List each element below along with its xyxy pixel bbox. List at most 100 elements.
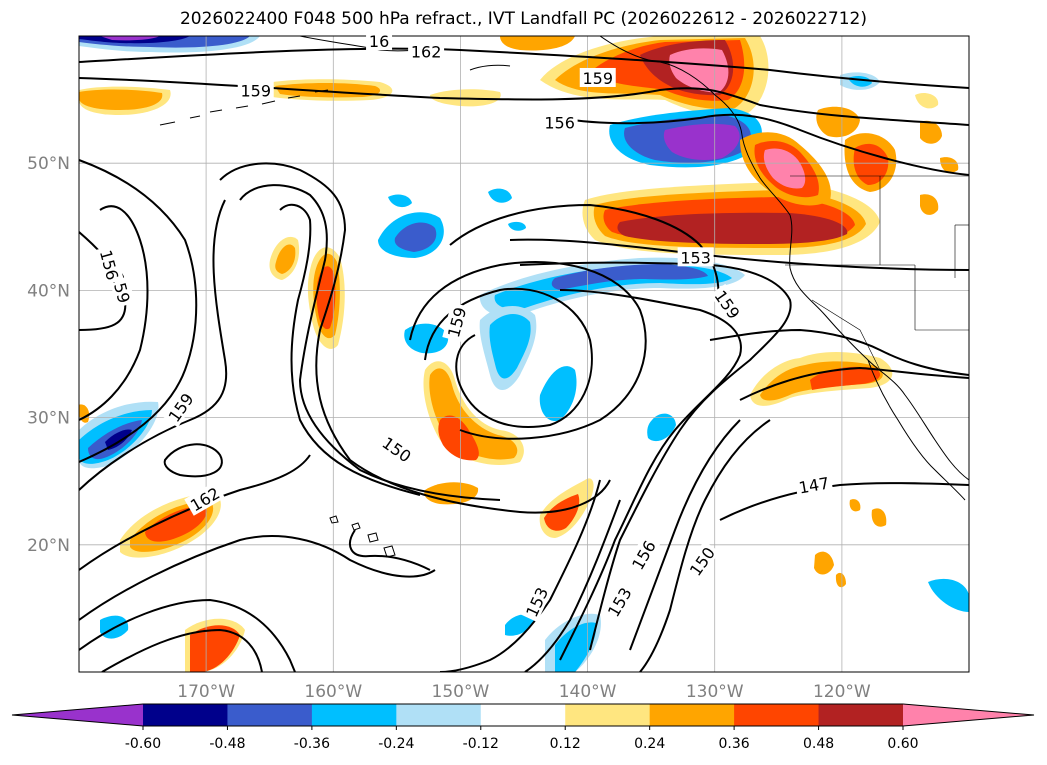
longitude-label: 150°W	[432, 682, 490, 702]
shading-region	[555, 622, 597, 672]
colorbar-segment	[311, 704, 397, 726]
colorbar-tick-label: 0.36	[719, 736, 750, 752]
contour-label-background	[184, 481, 225, 516]
contour-label-background	[579, 67, 616, 87]
shading-region	[394, 222, 437, 252]
colorbar-segment	[903, 704, 1034, 726]
contour-label: 162	[408, 41, 445, 61]
colorbar-tick-label: -0.24	[378, 736, 414, 752]
colorbar-tick-label: 0.60	[887, 736, 918, 752]
shading-region	[145, 505, 207, 542]
shading-region	[275, 244, 296, 274]
shading-region	[404, 323, 449, 354]
contour-label-text: 159	[240, 82, 271, 101]
contour-label-background	[442, 302, 470, 342]
shading-region	[488, 188, 512, 203]
contour-label-background	[408, 41, 445, 61]
contour-label-text: 156	[544, 113, 575, 132]
colorbar-tick-label: -0.12	[463, 736, 499, 752]
contour-label-background	[376, 430, 418, 468]
contour-label-background	[709, 283, 746, 325]
shading-region	[669, 48, 729, 93]
contour-line	[709, 328, 969, 376]
shading-region	[647, 413, 676, 442]
shading-region	[505, 614, 535, 636]
shading-region	[544, 494, 580, 531]
longitude-labels: 170°W 160°W 150°W 140°W 130°W 120°W	[177, 682, 871, 702]
shading-region	[871, 508, 887, 527]
contour-line	[279, 203, 421, 496]
colorbar-segment	[649, 704, 735, 726]
contour-line	[79, 47, 969, 89]
contour-line	[79, 598, 296, 672]
contour-line	[424, 287, 593, 428]
latitude-label: 20°N	[27, 536, 70, 556]
contour-line	[79, 535, 436, 621]
contour-line	[349, 529, 431, 571]
contour-line	[219, 162, 611, 514]
colorbar-segment	[396, 704, 482, 726]
shading-region	[763, 148, 806, 189]
shading-region	[814, 551, 834, 575]
colorbar-segment	[565, 704, 651, 726]
shading-region	[617, 212, 848, 244]
contour-label: 159	[237, 80, 274, 101]
coastline-north-america	[599, 36, 969, 481]
colorbar: -0.60 -0.48 -0.36 -0.24 -0.12 0.12 0.24 0.36 0.4…	[11, 703, 1035, 752]
map-title: 2026022400 F048 500 hPa refract., IVT La…	[179, 9, 867, 29]
contour-label-text: 162	[411, 42, 442, 61]
colorbar-segment	[818, 704, 904, 726]
longitude-label: 120°W	[813, 682, 871, 702]
shading-region	[940, 157, 959, 173]
contour-line	[509, 238, 969, 271]
contour-label-background	[625, 534, 661, 576]
longitude-label: 130°W	[686, 682, 744, 702]
shading-region	[663, 123, 740, 160]
longitude-label: 170°W	[177, 682, 235, 702]
shading-region	[100, 36, 160, 41]
shading-region	[489, 314, 531, 379]
contour-line	[101, 628, 263, 672]
coastlines	[159, 36, 969, 558]
colorbar-tick-label: 0.24	[634, 736, 665, 752]
contour-label-background	[162, 386, 199, 428]
contour-line	[79, 159, 198, 463]
contour-label: 159	[442, 302, 470, 342]
shading-region	[190, 625, 240, 672]
contour-label: 16	[366, 31, 393, 51]
contour-label-background	[541, 112, 578, 132]
contour-label-text: 16	[369, 32, 389, 51]
contour-line	[719, 482, 969, 521]
shading-region	[500, 36, 575, 51]
shading-region	[920, 120, 942, 144]
latitude-label: 40°N	[27, 281, 70, 301]
shading-region	[388, 194, 412, 208]
shading-region	[539, 366, 577, 422]
latitude-label: 50°N	[27, 154, 70, 174]
colorbar-tick-label: 0.12	[550, 736, 581, 752]
colorbar-segment	[734, 704, 820, 726]
colorbar-segment	[227, 704, 313, 726]
contour-label-background	[683, 540, 720, 582]
map-plot-area	[79, 36, 969, 672]
contour-line	[79, 205, 149, 421]
contour-line	[439, 479, 601, 672]
shading-region	[316, 266, 336, 330]
coastline-hawaii	[329, 515, 396, 558]
shading-region	[810, 366, 881, 390]
contour-label: 153	[677, 247, 714, 267]
map-frame	[78, 35, 970, 673]
colorbar-tick-label: -0.48	[209, 736, 245, 752]
grid-lines	[79, 36, 969, 672]
shading-region	[835, 572, 846, 588]
contour-line	[409, 261, 647, 440]
contour-label: 156	[541, 112, 578, 132]
contour-label-background	[237, 80, 274, 100]
shading-region	[920, 194, 939, 215]
contour-line	[559, 289, 742, 661]
contour-label-text: 159	[582, 69, 613, 88]
shading-region	[853, 143, 889, 185]
colorbar-segment	[480, 704, 566, 726]
contour-line	[79, 454, 311, 571]
